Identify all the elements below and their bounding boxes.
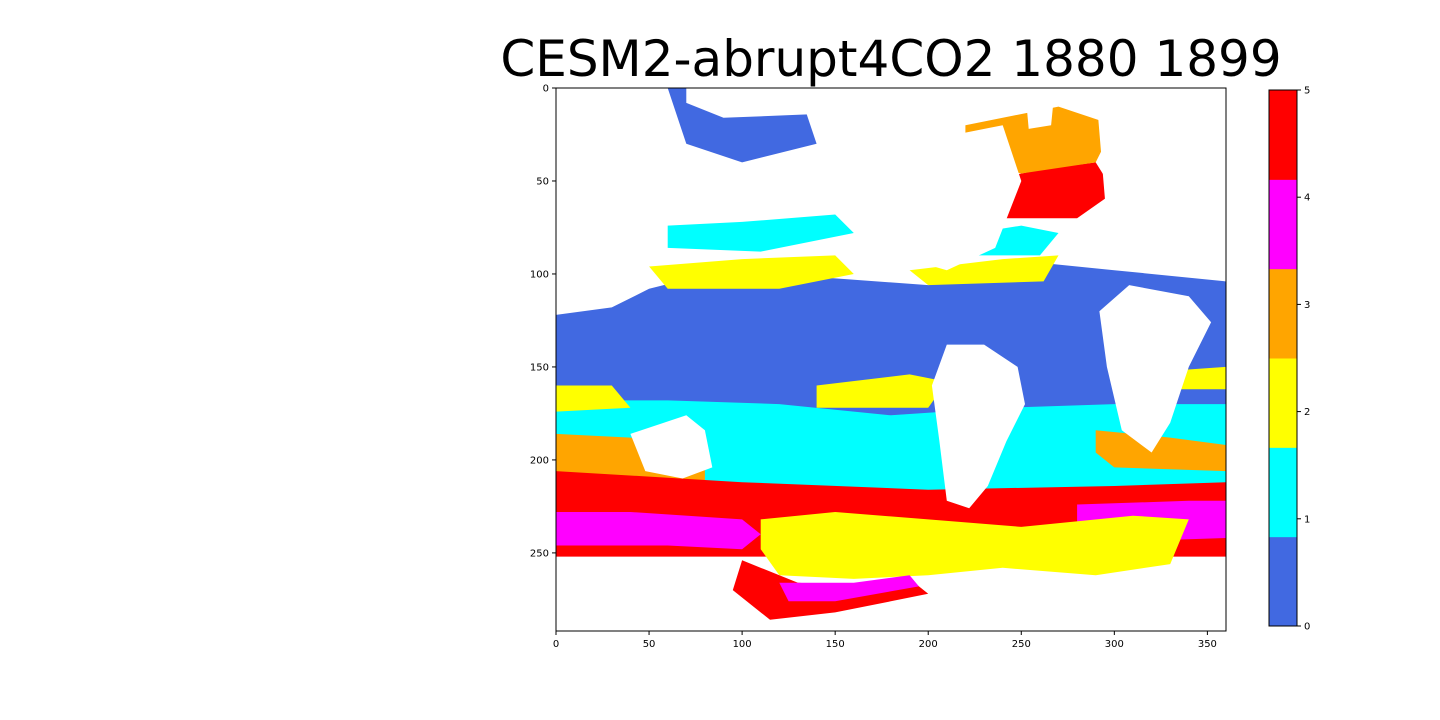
plot-frame: [555, 87, 1227, 632]
x-tick-label: 300: [1105, 639, 1124, 650]
y-tick-label: 200: [530, 455, 549, 466]
x-tick-label: 200: [919, 639, 938, 650]
colorbar-segment: [1269, 179, 1297, 270]
x-tick-label: 50: [643, 639, 656, 650]
colorbar-tick-label: 1: [1304, 514, 1310, 525]
ocean-band-regime-1: [556, 400, 1226, 501]
arctic-ice-cap: [686, 88, 836, 118]
regime-2-band-southern: [760, 512, 1189, 579]
continent-south-america: [931, 344, 1025, 509]
continent-africa: [1099, 285, 1212, 453]
y-tick-label: 50: [536, 176, 549, 187]
regime-2-band-north-atlantic: [909, 255, 1059, 286]
continent-antarctica-east: [909, 590, 1226, 631]
y-tick-label: 100: [530, 269, 549, 280]
greenland: [1025, 88, 1055, 129]
regime-1-band-north-pacific: [667, 214, 854, 252]
continent-north-america: [909, 125, 1022, 271]
colorbar-segment: [1269, 447, 1297, 538]
colorbar-segment: [1269, 536, 1297, 627]
chart-title: CESM2-abrupt4CO2 1880 1899: [500, 30, 1282, 88]
x-axis: 0 50 100 150 200 250 300 350: [553, 631, 1217, 650]
regime-2-patch-equatorial: [816, 374, 947, 408]
regime-2-patch-indian: [556, 385, 631, 412]
x-tick-label: 350: [1198, 639, 1217, 650]
regime-4-band-west: [556, 512, 761, 550]
regime-2-band-north-pacific: [649, 255, 854, 289]
y-tick-label: 250: [530, 548, 549, 559]
colorbar-segment: [1269, 90, 1297, 180]
colorbar-tick-label: 4: [1304, 193, 1310, 204]
colorbar-tick-label: 5: [1304, 86, 1310, 97]
colorbar-tick-label: 2: [1304, 407, 1310, 418]
colorbar-tick-label: 0: [1304, 622, 1310, 633]
regime-4-antarctic-fringe: [779, 575, 919, 602]
continent-australia: [630, 415, 713, 479]
colorbar: 0 1 2 3 4 5: [1268, 86, 1310, 633]
ocean-regime-map: [556, 88, 1226, 631]
continent-asia-west: [556, 88, 668, 304]
continent-antarctica-west: [556, 586, 761, 631]
x-tick-label: 250: [1012, 639, 1031, 650]
colorbar-segment: [1269, 358, 1297, 448]
colorbar-frame: [1268, 89, 1298, 627]
y-tick-label: 150: [530, 362, 549, 373]
colorbar-segment: [1269, 268, 1297, 359]
continent-eurasia-east: [1095, 88, 1226, 282]
x-tick-label: 150: [826, 639, 845, 650]
x-tick-label: 100: [733, 639, 752, 650]
y-axis: 0 50 100 150 200 250: [530, 84, 556, 559]
colorbar-tick-label: 3: [1304, 300, 1310, 311]
y-tick-label: 0: [543, 84, 549, 95]
x-tick-label: 0: [553, 639, 559, 650]
regime-3-patch-east: [1095, 430, 1226, 472]
